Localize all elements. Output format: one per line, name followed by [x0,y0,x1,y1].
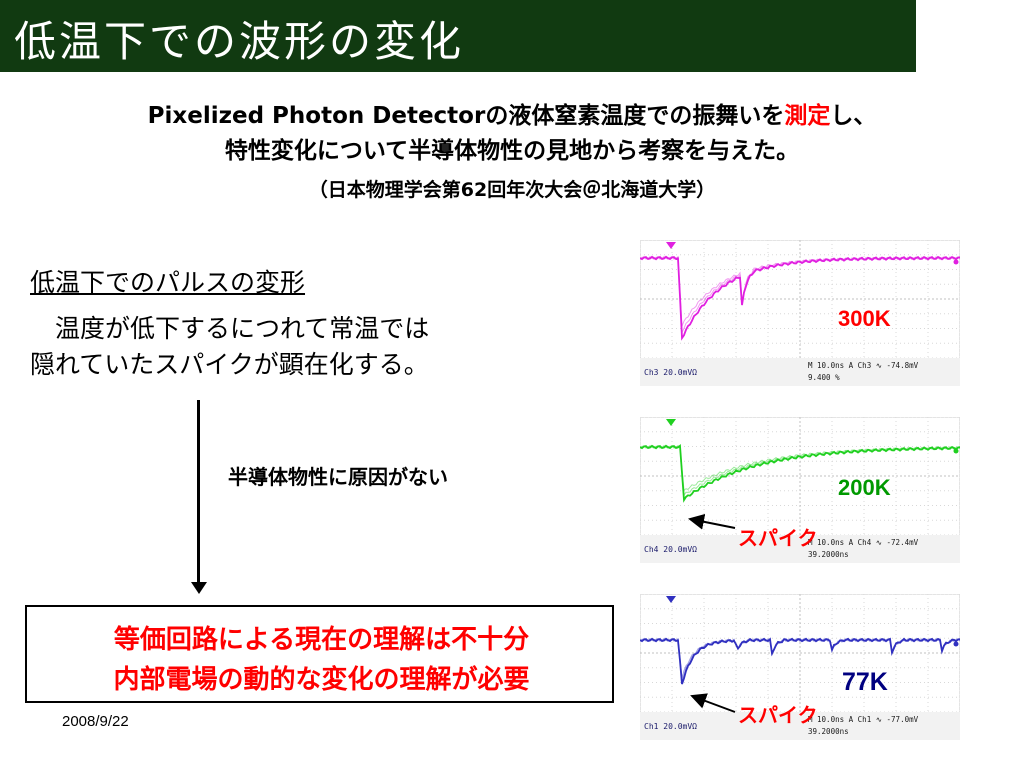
trigger-marker [666,242,676,249]
waveform-trace [640,255,960,341]
temp-label-200k: 200K [838,475,891,500]
intro-conference: （日本物理学会第62回年次大会＠北海道大学） [308,179,716,201]
intro-line-1: Pixelized Photon Detectorの液体窒素温度での振舞いを測定… [0,96,1024,130]
slide-title: 低温下での波形の変化 [14,17,465,66]
pulse-heading: 低温下でのパルスの変形 [30,268,306,297]
waveform-trace [640,445,960,491]
trigger-marker [666,419,676,426]
waveform-77k: Ch1 20.0mVΩ M 10.0ns A Ch1 ∿ -77.0mV 39.20… [640,594,960,740]
conclusion-line-2: 内部電場の動的な変化の理解が必要 [113,665,530,695]
intro-line-1-text-a: Pixelized Photon Detectorの液体窒素温度での振舞いを [147,103,785,129]
waveform-trace [640,444,960,503]
intro-highlight: 測定 [784,103,831,129]
spike-label-77k: スパイク [738,703,818,727]
title-bar: 低温下での波形の変化 [0,0,916,72]
temp-label-300k: 300K [838,306,891,331]
body-line-2: 隠れていたスパイクが顕在化する。 [30,350,429,379]
oscilloscope-200k: Ch4 20.0mVΩ M 10.0ns A Ch4 ∿ -72.4mV 39.20… [640,417,960,563]
scope-readout-right-1: M 10.0ns A Ch4 ∿ -72.4mV [808,538,919,547]
conclusion-line-1: 等価回路による現在の理解は不十分 [113,625,530,655]
waveform-trace [640,637,960,682]
ref-marker [953,448,959,454]
scope-readout-right-2: 39.2000ns [808,550,849,559]
scope-readout-left: Ch3 20.0mVΩ [644,368,697,377]
scope-status-bar [640,358,960,386]
scope-readout-right-1: M 10.0ns A Ch3 ∿ -74.8mV [808,361,919,370]
scope-readout-right-2: 9.400 % [808,373,840,382]
scope-status-bar [640,712,960,740]
oscilloscope-77k: Ch1 20.0mVΩ M 10.0ns A Ch1 ∿ -77.0mV 39.20… [640,594,960,740]
waveform-trace [640,256,960,333]
body-line-1: 温度が低下するにつれて常温では [55,314,430,343]
down-arrow-head [191,582,207,594]
scope-readout-left: Ch1 20.0mVΩ [644,722,697,731]
scope-status-bar [640,535,960,563]
ref-marker [953,641,959,647]
waveform-200k: Ch4 20.0mVΩ M 10.0ns A Ch4 ∿ -72.4mV 39.20… [640,417,960,563]
trigger-marker [666,596,676,603]
ref-marker [953,259,959,265]
waveform-300k: Ch3 20.0mVΩ M 10.0ns A Ch3 ∿ -74.8mV 9.400… [640,240,960,386]
intro-line-1-text-b: し、 [830,103,877,129]
temp-label-77k: 77K [842,668,888,696]
spike-label-200k: スパイク [738,526,818,550]
waveform-trace [640,637,960,679]
intro-line-2: 特性変化について半導体物性の見地から考察を与えた。 [224,138,800,164]
down-arrow-shaft [197,400,200,583]
scope-readout-right-2: 39.2000ns [808,727,849,736]
cause-note: 半導体物性に原因がない [228,465,448,489]
date: 2008/9/22 [62,713,129,730]
scope-readout-left: Ch4 20.0mVΩ [644,545,697,554]
scope-readout-right-1: M 10.0ns A Ch1 ∿ -77.0mV [808,715,919,724]
conclusion-box: 等価回路による現在の理解は不十分 内部電場の動的な変化の理解が必要 [25,605,614,703]
oscilloscope-300k: Ch3 20.0mVΩ M 10.0ns A Ch3 ∿ -74.8mV 9.400… [640,240,960,386]
waveform-trace [640,255,960,327]
waveform-trace [640,445,960,497]
waveform-trace [640,637,960,685]
